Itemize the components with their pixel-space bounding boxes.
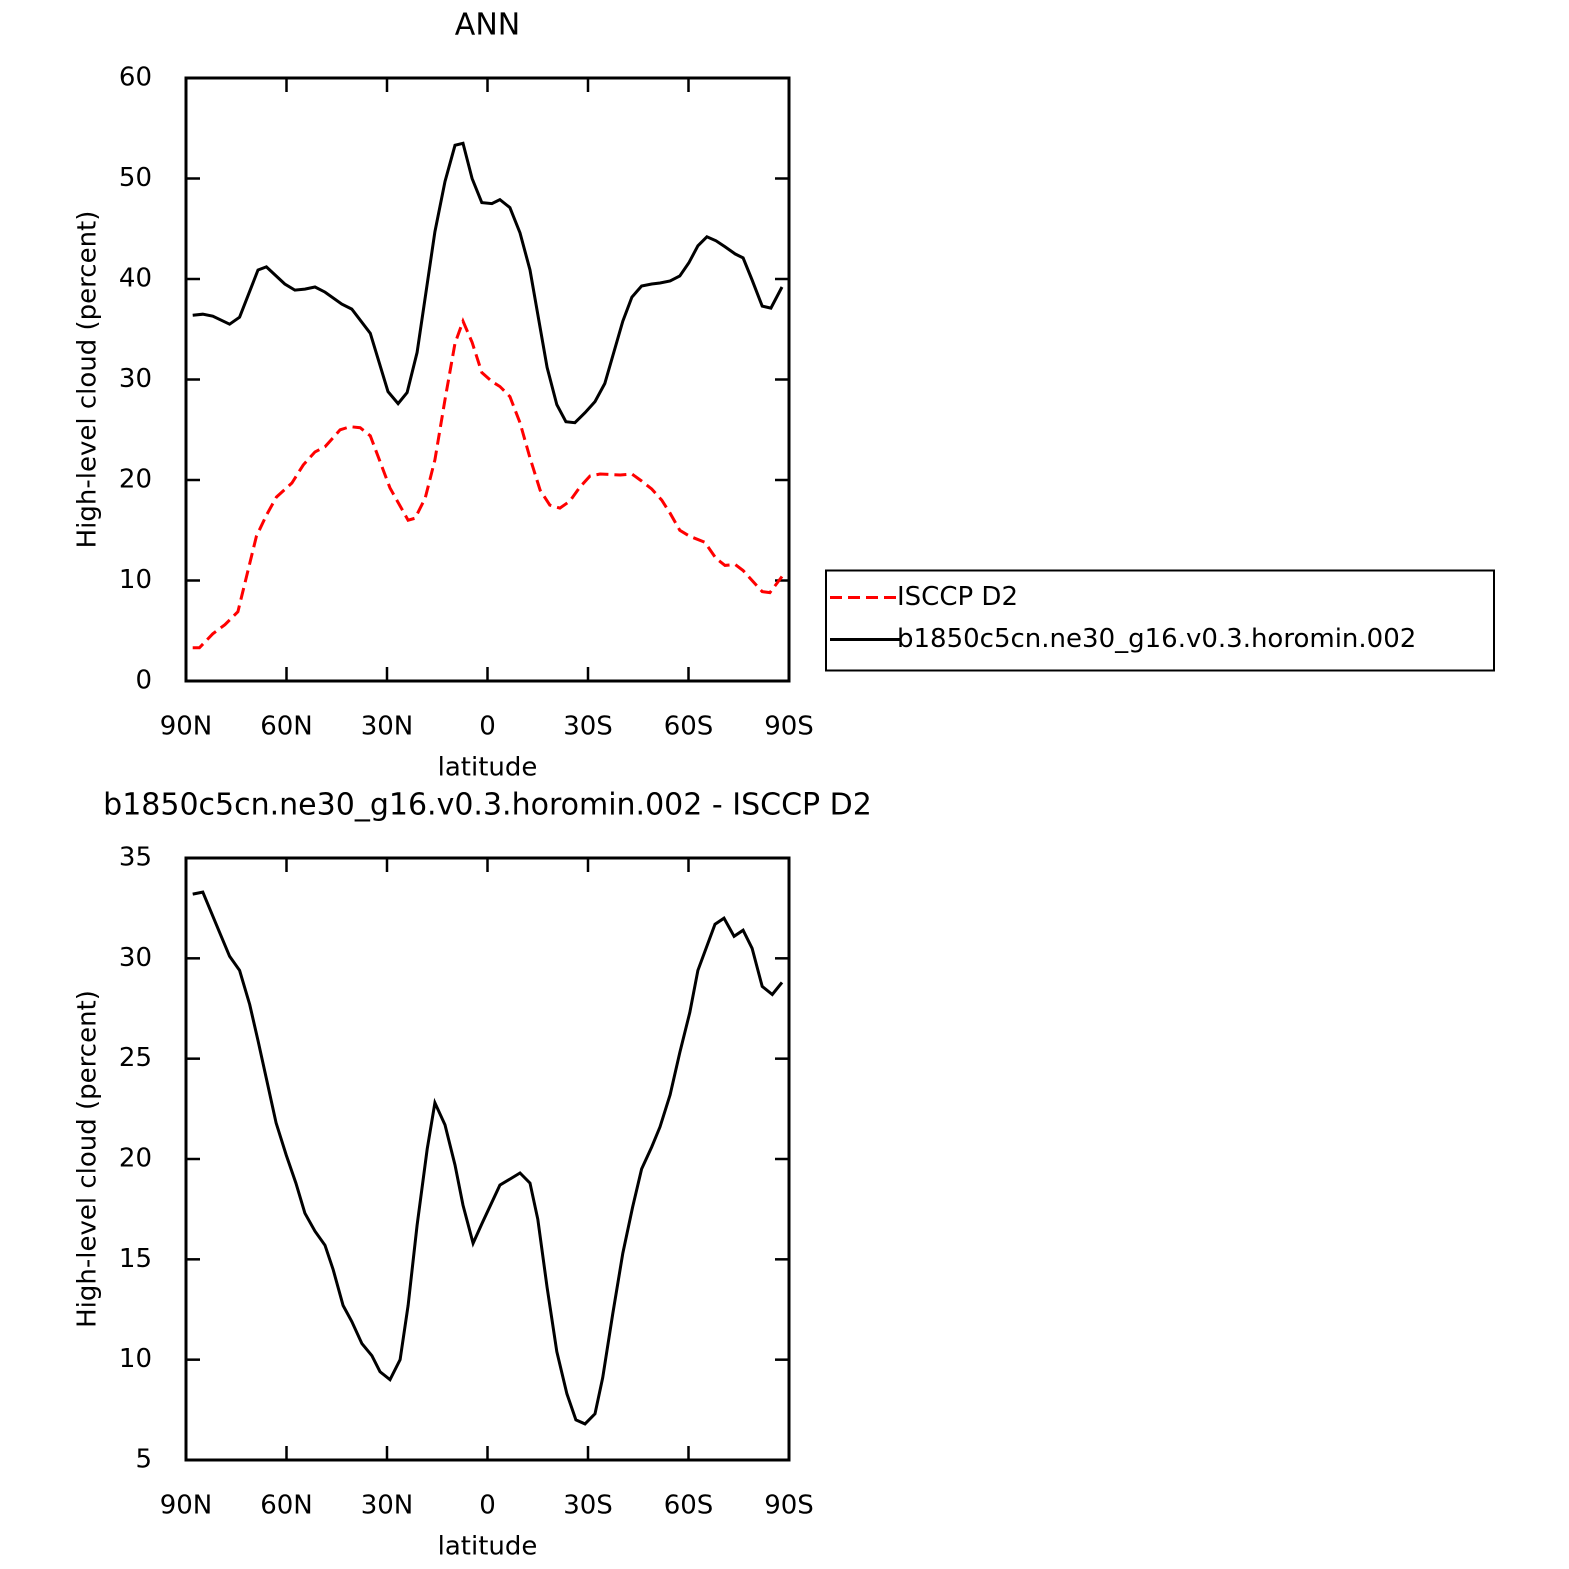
y-tick-label: 10 [119, 565, 152, 595]
y-tick-label: 5 [135, 1445, 152, 1475]
plot-frame [184, 856, 791, 1462]
data-line [192, 890, 784, 1426]
y-tick-label: 0 [135, 666, 152, 696]
data-line [192, 317, 784, 650]
y-tick-label: 30 [119, 364, 152, 394]
y-tick-label: 20 [119, 465, 152, 495]
y-tick-label: 15 [119, 1244, 152, 1274]
data-line [192, 141, 784, 425]
chart-title: ANN [455, 8, 520, 43]
x-axis-label: latitude [438, 1532, 538, 1562]
y-axis-label: High-level cloud (percent) [73, 990, 103, 1328]
legend-box [825, 569, 1495, 672]
y-axis-label: High-level cloud (percent) [73, 211, 103, 549]
y-tick-label: 10 [119, 1344, 152, 1374]
x-tick-label: 90S [764, 1491, 814, 1521]
x-tick-label: 30S [563, 1491, 613, 1521]
x-tick-label: 60N [260, 1491, 313, 1521]
x-axis-label: latitude [438, 753, 538, 783]
x-tick-label: 90S [764, 712, 814, 742]
y-tick-label: 20 [119, 1144, 152, 1174]
y-tick-label: 35 [119, 843, 152, 873]
y-tick-label: 40 [119, 264, 152, 294]
x-tick-label: 0 [479, 1491, 496, 1521]
x-tick-label: 30N [361, 1491, 414, 1521]
x-tick-label: 90N [160, 712, 213, 742]
legend-label: ISCCP D2 [897, 582, 1018, 612]
x-tick-label: 60S [664, 1491, 714, 1521]
legend-label: b1850c5cn.ne30_g16.v0.3.horomin.002 [897, 624, 1416, 654]
y-tick-label: 50 [119, 163, 152, 193]
x-tick-label: 0 [479, 712, 496, 742]
y-tick-label: 60 [119, 63, 152, 93]
chart-title: b1850c5cn.ne30_g16.v0.3.horomin.002 - IS… [103, 788, 872, 823]
plot-frame [184, 76, 791, 683]
x-tick-label: 60S [664, 712, 714, 742]
x-tick-label: 30N [361, 712, 414, 742]
x-tick-label: 60N [260, 712, 313, 742]
x-tick-label: 90N [160, 1491, 213, 1521]
y-tick-label: 30 [119, 943, 152, 973]
x-tick-label: 30S [563, 712, 613, 742]
y-tick-label: 25 [119, 1043, 152, 1073]
